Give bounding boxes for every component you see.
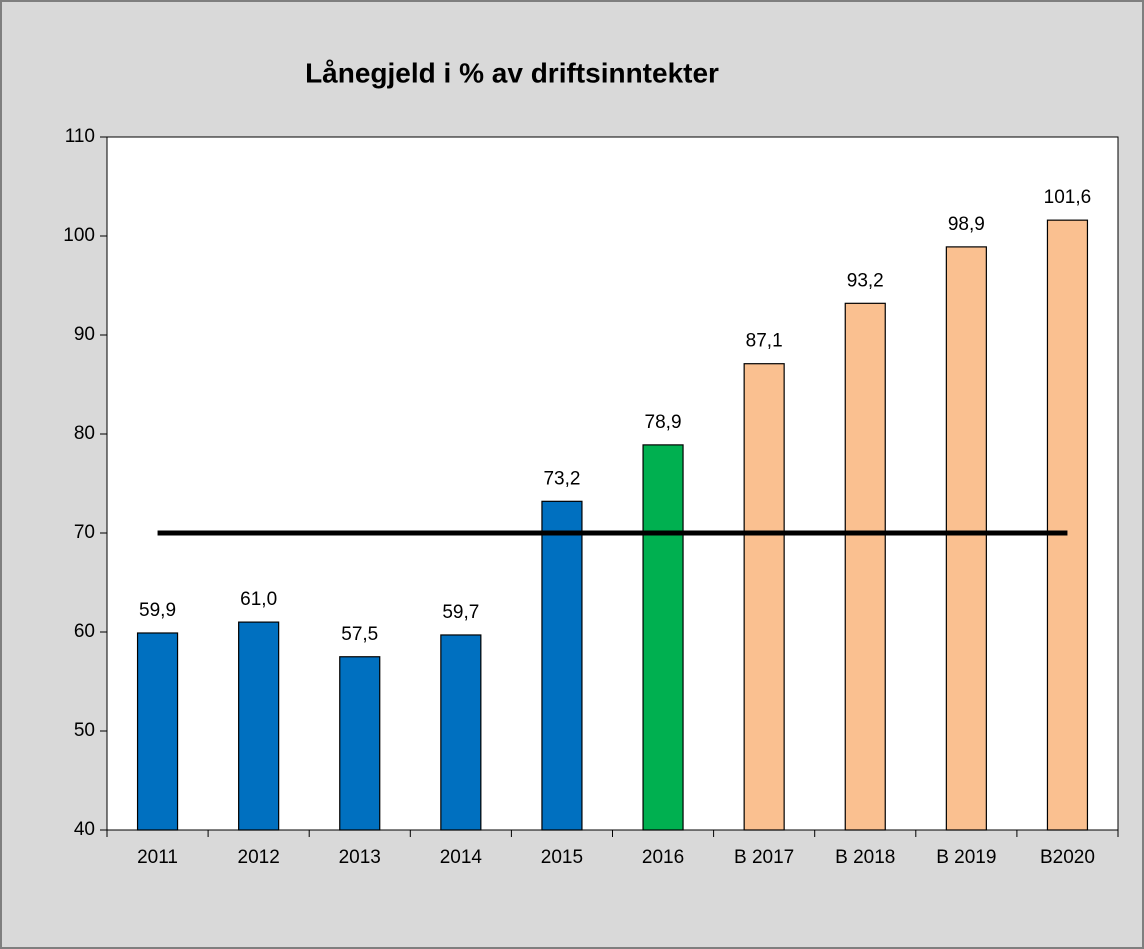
bar: [541, 500, 583, 831]
bar: [136, 632, 179, 831]
data-label: 73,2: [543, 468, 580, 489]
y-tick-label: 50: [74, 720, 95, 741]
y-tick-label: 40: [74, 819, 95, 840]
data-label: 61,0: [240, 589, 277, 610]
bar: [238, 621, 280, 831]
data-label: 98,9: [948, 214, 985, 235]
data-label: 87,1: [746, 331, 783, 352]
y-tick-label: 90: [74, 324, 95, 345]
y-tick-label: 60: [74, 621, 95, 642]
x-tick-label: 2011: [137, 847, 178, 868]
bar: [1046, 219, 1089, 831]
x-tick-label: B 2018: [835, 847, 895, 868]
x-tick-label: B2020: [1040, 847, 1095, 868]
y-tick-label: 100: [63, 225, 95, 246]
y-tick-label: 110: [65, 126, 95, 147]
bar: [844, 302, 886, 831]
data-label: 101,6: [1044, 187, 1092, 208]
data-label: 93,2: [847, 270, 884, 291]
x-tick-label: 2015: [541, 847, 583, 868]
bar: [743, 363, 785, 831]
data-label: 78,9: [645, 412, 682, 433]
data-label: 59,7: [442, 602, 479, 623]
bar: [440, 634, 482, 831]
bar: [339, 656, 381, 831]
data-label: 59,9: [139, 600, 176, 621]
x-tick-label: 2013: [339, 847, 381, 868]
x-tick-label: 2012: [238, 847, 280, 868]
bar: [945, 246, 987, 831]
bar: [642, 444, 684, 831]
y-tick-label: 80: [74, 423, 95, 444]
y-tick-label: 70: [74, 522, 95, 543]
data-label: 57,5: [341, 624, 378, 645]
x-tick-label: B 2019: [936, 847, 996, 868]
chart-title: Lånegjeld i % av driftsinntekter: [305, 57, 719, 88]
x-tick-label: B 2017: [734, 847, 794, 868]
x-tick-label: 2014: [440, 847, 483, 868]
x-tick-label: 2016: [642, 847, 684, 868]
